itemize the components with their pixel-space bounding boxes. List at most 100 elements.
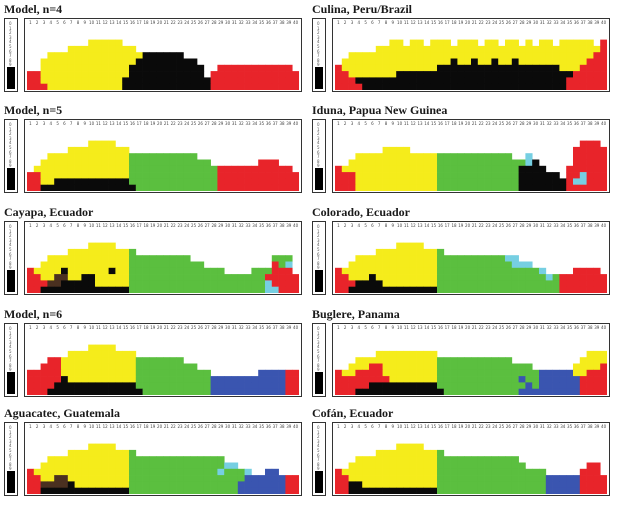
heatmap-cell	[498, 52, 506, 59]
heatmap-cell	[464, 261, 472, 269]
heatmap-cell	[149, 255, 157, 262]
heatmap-cell	[285, 280, 293, 288]
heatmap-cell	[389, 357, 397, 364]
heatmap-cell	[559, 388, 567, 395]
x-tick-label: 18	[451, 20, 457, 25]
x-tick-label: 33	[245, 20, 251, 25]
heatmap-cell	[511, 77, 519, 85]
heatmap-cell	[491, 71, 499, 78]
heatmap-cell	[403, 178, 411, 186]
x-tick-label: 11	[403, 20, 409, 25]
heatmap-cell	[101, 487, 109, 494]
x-tick-label: 31	[231, 424, 237, 429]
heatmap-cell	[61, 376, 69, 383]
x-tick-label: 12	[102, 424, 108, 429]
heatmap-cell	[450, 274, 458, 281]
heatmap-cell	[423, 64, 431, 72]
heatmap-cell	[190, 369, 198, 377]
heatmap-cell	[416, 475, 424, 482]
heatmap-cell	[579, 71, 587, 78]
heatmap-cell	[81, 146, 89, 154]
heatmap-cell	[450, 165, 458, 173]
heatmap-cell	[217, 274, 225, 281]
y-tick-label: 1	[317, 228, 320, 234]
heatmap-cell	[149, 83, 157, 90]
heatmap-cell	[416, 357, 424, 364]
heatmap-cell	[539, 369, 547, 377]
heatmap-cell	[54, 77, 62, 85]
heatmap-cell	[135, 363, 143, 371]
heatmap-cell	[135, 468, 143, 476]
heatmap-cell	[210, 83, 218, 90]
heatmap-cell	[54, 369, 62, 377]
heatmap-cell	[285, 71, 293, 78]
heatmap-cell	[532, 267, 540, 275]
heatmap-cell	[88, 286, 96, 293]
heatmap-cell	[169, 267, 177, 275]
heatmap-cell	[47, 475, 55, 482]
heatmap-cell	[532, 376, 540, 383]
heatmap-plot: 1 2 3 4 5 6 7 8 9 10 11 12 13 14 15 16 17 18 19 20 21 22 23 24 2…	[332, 422, 610, 496]
heatmap-cell	[382, 376, 390, 383]
heatmap-cell	[566, 274, 574, 281]
x-tick-label: 23	[485, 20, 491, 25]
heatmap-cell	[416, 481, 424, 489]
heatmap-cell	[95, 462, 103, 470]
x-tick-label: 11	[403, 424, 409, 429]
heatmap-cell	[40, 468, 48, 476]
heatmap-cell	[484, 58, 492, 66]
heatmap-cell	[142, 184, 150, 191]
heatmap-cell	[169, 369, 177, 377]
heatmap-cell	[389, 45, 397, 53]
heatmap-cell	[579, 140, 587, 148]
heatmap-cell	[484, 184, 492, 191]
heatmap-cell	[95, 369, 103, 377]
heatmap-cell	[566, 369, 574, 377]
x-tick-label: 35	[567, 223, 573, 228]
x-tick-label: 6	[371, 424, 374, 429]
heatmap-cell	[278, 280, 286, 288]
heatmap-cell	[129, 64, 137, 72]
heatmap-cell	[341, 267, 349, 275]
x-tick-label: 5	[56, 424, 59, 429]
heatmap-cell	[579, 475, 587, 482]
heatmap-cell	[362, 456, 370, 463]
heatmap-cell	[108, 242, 116, 250]
heatmap-cell	[88, 280, 96, 288]
heatmap-cell	[348, 487, 356, 494]
x-tick-label: 8	[384, 325, 388, 330]
heatmap-cell	[129, 357, 137, 364]
x-tick-label: 10	[397, 424, 403, 429]
heatmap-cell	[190, 487, 198, 494]
x-tick-label: 29	[526, 121, 532, 126]
heatmap-cell	[258, 178, 266, 186]
heatmap-cell	[511, 481, 519, 489]
x-tick-label: 35	[259, 325, 265, 330]
heatmap-cell	[74, 468, 82, 476]
y-tick-label: 0	[9, 122, 12, 127]
heatmap-cell	[375, 172, 383, 179]
heatmap-cell	[573, 475, 581, 482]
x-tick-label: 16	[437, 223, 443, 228]
heatmap-cell	[423, 178, 431, 186]
heatmap-cell	[265, 71, 273, 78]
heatmap-cell	[552, 382, 560, 390]
heatmap-cell	[375, 165, 383, 173]
heatmap-cell	[416, 52, 424, 59]
heatmap-cell	[244, 184, 252, 191]
x-tick-label: 5	[56, 223, 59, 228]
x-tick-label: 23	[485, 325, 491, 330]
heatmap-cell	[341, 178, 349, 186]
heatmap-cell	[169, 468, 177, 476]
heatmap-cell	[54, 382, 62, 390]
heatmap-cell	[369, 487, 377, 494]
heatmap-cell	[108, 280, 116, 288]
heatmap-cell	[217, 280, 225, 288]
heatmap-cell	[135, 475, 143, 482]
heatmap-cell	[210, 468, 218, 476]
heatmap-cell	[423, 83, 431, 90]
heatmap-cell	[525, 58, 533, 66]
x-tick-label: 32	[238, 325, 244, 330]
heatmap-cell	[129, 267, 137, 275]
heatmap-cell	[396, 286, 404, 293]
